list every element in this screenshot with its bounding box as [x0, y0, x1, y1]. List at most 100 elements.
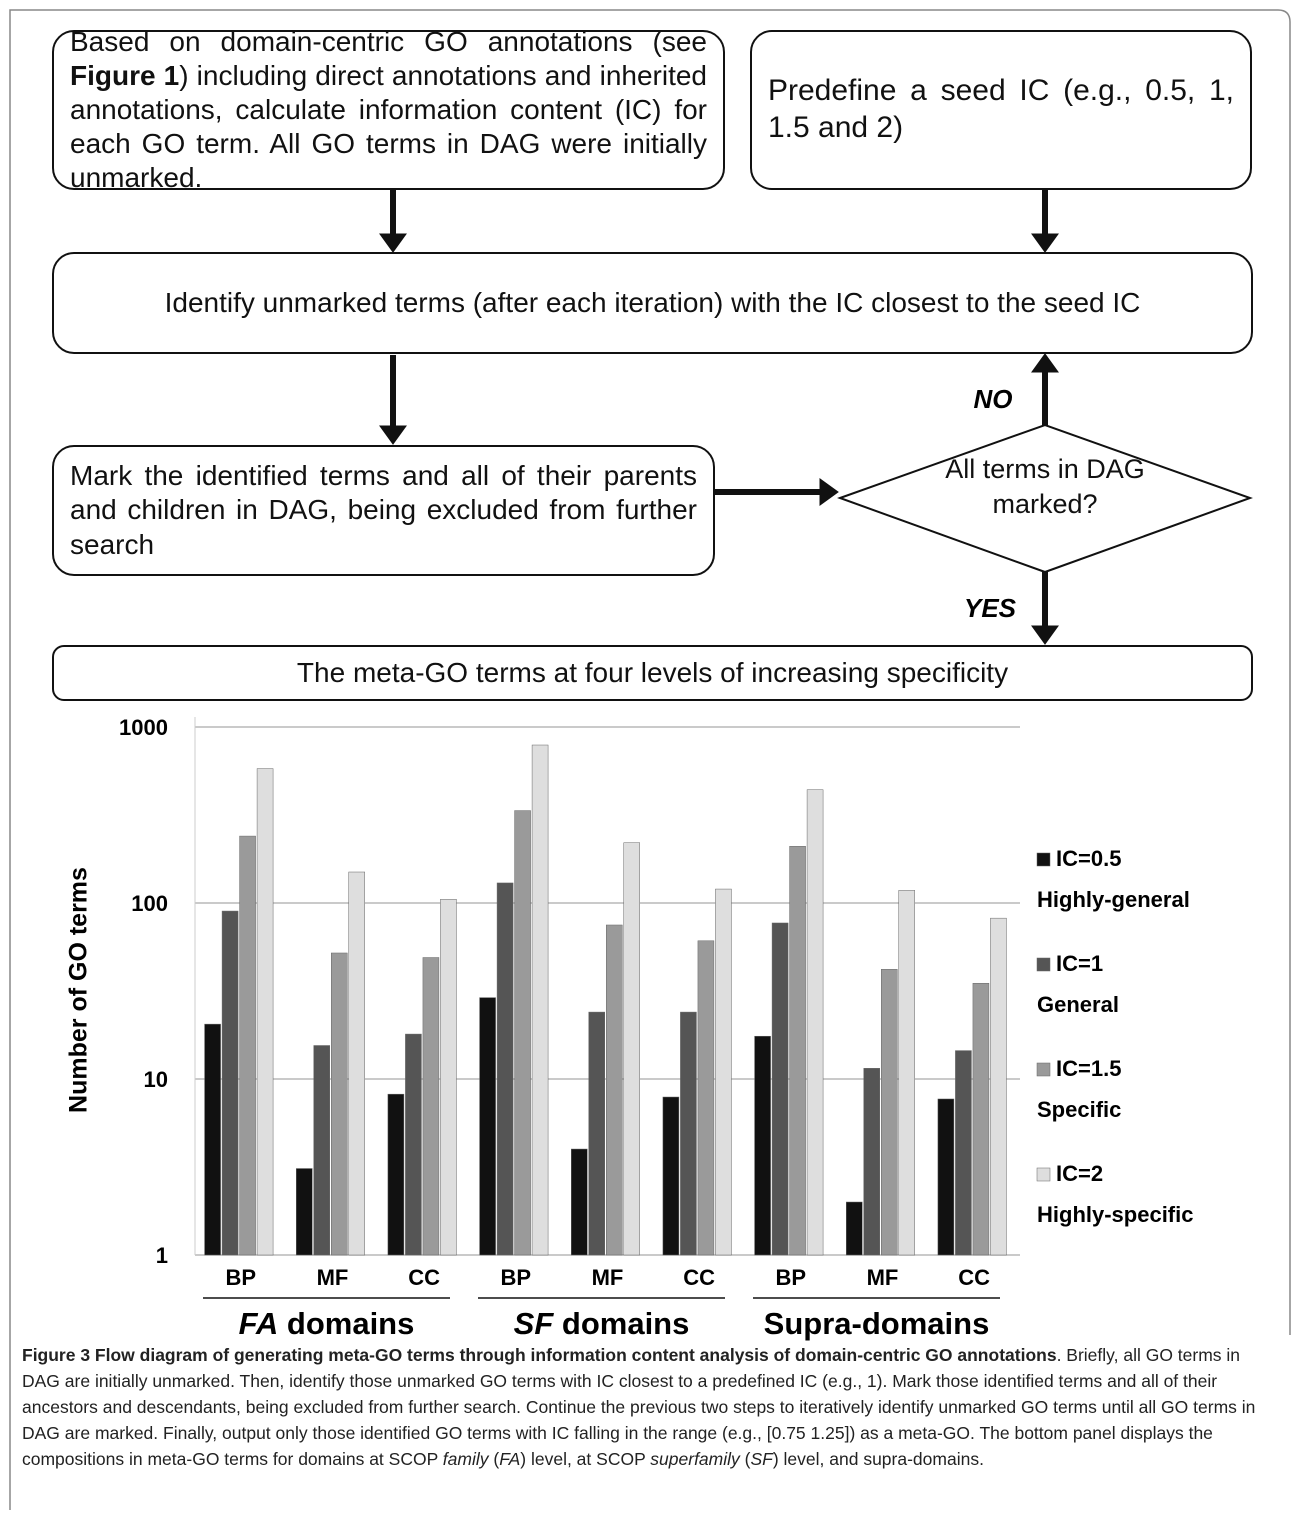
text-run: Figure 3 Flow diagram of generating meta… [22, 1345, 1057, 1365]
x-tick-label: CC [958, 1265, 990, 1290]
legend-description: Highly-specific [1037, 1202, 1193, 1227]
x-tick-label: CC [683, 1265, 715, 1290]
decision-text: All terms in DAG marked? [945, 452, 1145, 522]
legend-description: General [1037, 992, 1119, 1017]
arrow-head [1031, 353, 1059, 373]
x-tick-label: MF [317, 1265, 349, 1290]
legend-swatch [1036, 852, 1051, 867]
legend-swatch [1036, 1062, 1051, 1077]
x-tick-label: CC [408, 1265, 440, 1290]
legend-swatch [1036, 1167, 1051, 1182]
arrows [379, 190, 1059, 645]
bar [496, 882, 514, 1256]
caption: Figure 3 Flow diagram of generating meta… [22, 1342, 1277, 1472]
group-label-text: Supra-domains [764, 1306, 990, 1341]
bar [204, 1023, 221, 1256]
bar [955, 1050, 972, 1256]
group-label-abbr: FA [239, 1306, 279, 1341]
x-tick-label: BP [501, 1265, 532, 1290]
bar [331, 952, 348, 1256]
group-label-text: domains [287, 1306, 414, 1341]
text-run: ) including direct annotations and inher… [70, 59, 707, 194]
bar [405, 1033, 422, 1256]
box-text: Based on domain-centric GO annotations (… [70, 25, 707, 196]
bar [846, 1201, 863, 1256]
bar [789, 846, 806, 1256]
box-text: Mark the identified terms and all of the… [70, 459, 697, 561]
text-run: ( [488, 1449, 500, 1469]
arrow-head [819, 478, 839, 506]
group-label-space [278, 1306, 287, 1341]
bar [588, 1011, 605, 1256]
group-label: Supra-domains [764, 1306, 990, 1341]
decision-diamond [837, 423, 1253, 574]
x-tick-label: MF [592, 1265, 624, 1290]
bar [313, 1045, 330, 1256]
edge-label: NO [974, 384, 1013, 414]
bar [514, 810, 531, 1256]
bar [972, 982, 990, 1256]
bar [479, 997, 496, 1256]
y-tick-label: 100 [131, 891, 168, 916]
y-tick-label: 1000 [119, 715, 168, 740]
box-text: Identify unmarked terms (after each iter… [70, 286, 1235, 320]
legend-swatch [1036, 957, 1051, 972]
text-run: The meta-GO terms at four levels of incr… [296, 656, 1009, 688]
legend-description: Specific [1037, 1097, 1121, 1122]
text-run: Identify unmarked terms (after each iter… [164, 286, 1141, 318]
x-tick-label: BP [776, 1265, 807, 1290]
legend-label: IC=1 [1056, 951, 1103, 976]
process-box: Mark the identified terms and all of the… [52, 445, 715, 576]
group-label-abbr: SF [514, 1306, 555, 1341]
text-run: superfamily [650, 1449, 740, 1469]
text-run: Predefine a seed IC (e.g., 0.5, 1, 1.5 a… [768, 74, 1234, 144]
bar [221, 910, 239, 1256]
text-run: All terms in DAG marked? [945, 454, 1145, 520]
y-axis-label: Number of GO terms [65, 867, 93, 1113]
text-run: Mark the identified terms and all of the… [70, 460, 697, 560]
y-tick-label: 10 [144, 1067, 168, 1092]
output-box: The meta-GO terms at four levels of incr… [52, 645, 1253, 701]
process-box: Based on domain-centric GO annotations (… [52, 26, 725, 193]
process-box: Identify unmarked terms (after each iter… [52, 252, 1253, 354]
bar [715, 888, 732, 1256]
arrow-head [1031, 233, 1059, 253]
text-run: ) level, at SCOP [520, 1449, 651, 1469]
text-run: family [442, 1449, 489, 1469]
legend-label: IC=1.5 [1056, 1056, 1121, 1081]
text-run: . Briefly, all GO terms in DAG are initi… [22, 1345, 1256, 1469]
group-label: FA domains [239, 1306, 415, 1341]
bar [863, 1068, 880, 1256]
bar [387, 1093, 405, 1256]
bar [806, 789, 824, 1256]
arrow-head [379, 233, 407, 253]
process-box: Predefine a seed IC (e.g., 0.5, 1, 1.5 a… [750, 30, 1252, 190]
bar [239, 835, 256, 1256]
box-text: Predefine a seed IC (e.g., 0.5, 1, 1.5 a… [768, 73, 1234, 146]
bar [256, 768, 274, 1256]
x-tick-label: BP [226, 1265, 257, 1290]
bar [990, 917, 1007, 1256]
group-label-text: domains [562, 1306, 689, 1341]
text-run: ( [739, 1449, 751, 1469]
bar [348, 871, 365, 1256]
bar [623, 842, 640, 1256]
bar [571, 1148, 588, 1256]
text-run: Figure 1 [70, 59, 180, 91]
bar [771, 922, 789, 1256]
frame [9, 9, 1291, 1510]
bar [606, 924, 623, 1256]
bar [898, 890, 915, 1256]
group-label-space [553, 1306, 562, 1341]
arrow-head [379, 425, 407, 445]
bar [754, 1035, 771, 1256]
arrow-head [1031, 625, 1059, 645]
bar [697, 940, 715, 1256]
legend-description: Highly-general [1037, 887, 1190, 912]
x-tick-label: MF [867, 1265, 899, 1290]
legend-label: IC=0.5 [1056, 846, 1121, 871]
box-text: The meta-GO terms at four levels of incr… [70, 656, 1235, 690]
bar [937, 1098, 955, 1256]
bar [662, 1096, 680, 1256]
